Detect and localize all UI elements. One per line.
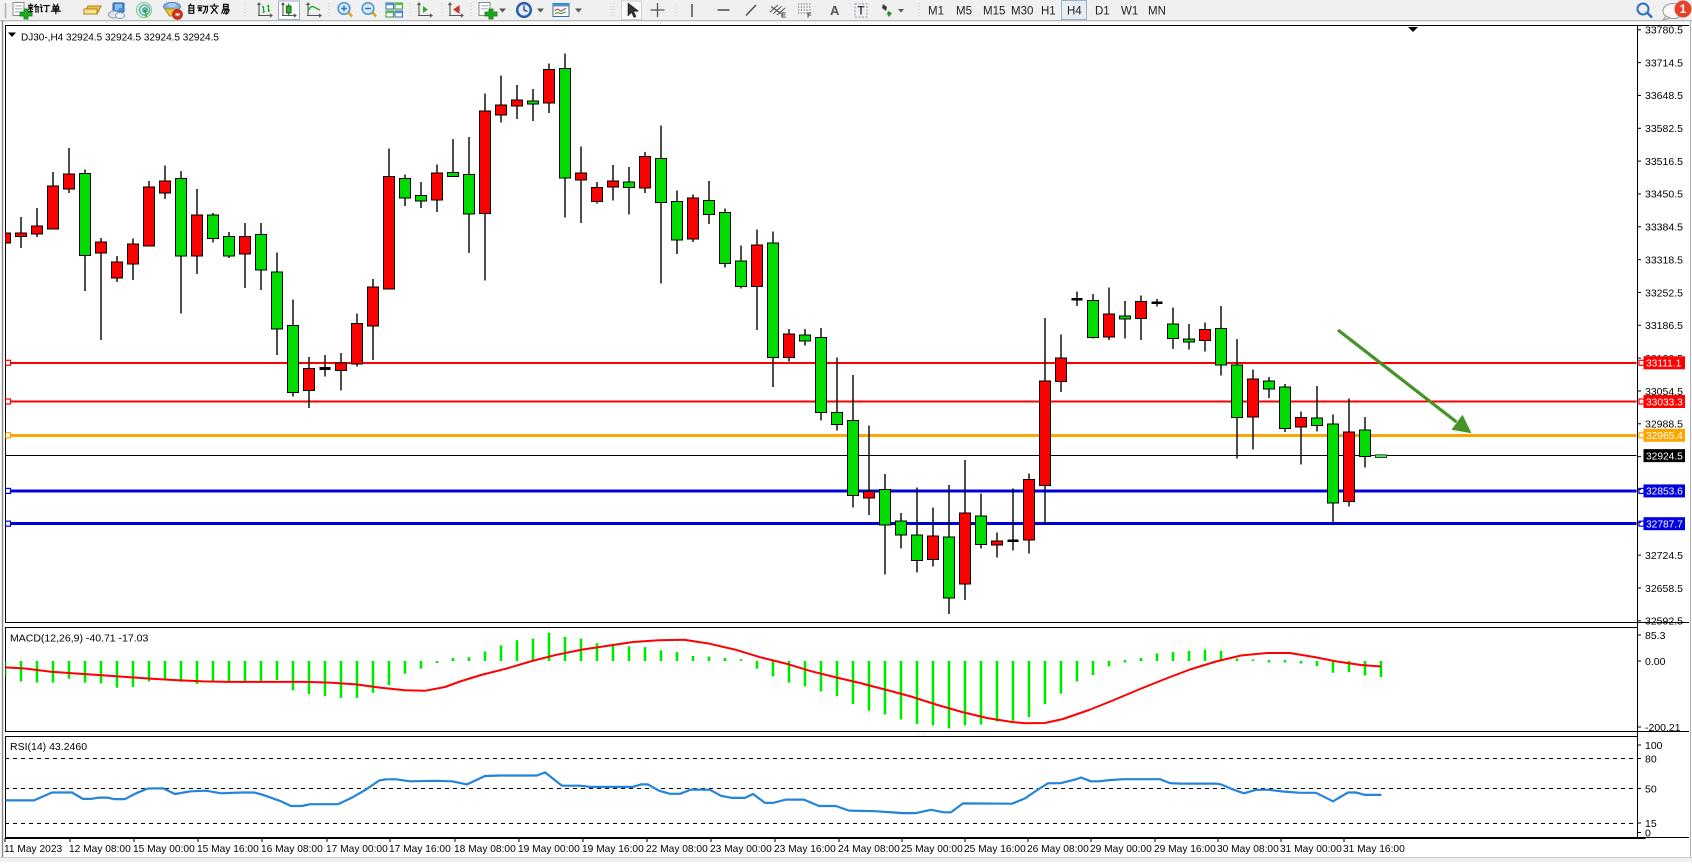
- svg-text:85.3: 85.3: [1645, 630, 1666, 642]
- svg-text:22 May 08:00: 22 May 08:00: [646, 844, 708, 855]
- svg-text:25 May 00:00: 25 May 00:00: [901, 844, 963, 855]
- svg-text:33318.5: 33318.5: [1645, 254, 1683, 266]
- svg-text:33252.5: 33252.5: [1645, 287, 1683, 299]
- svg-text:16 May 08:00: 16 May 08:00: [261, 844, 323, 855]
- svg-text:100: 100: [1645, 740, 1663, 752]
- svg-text:32988.5: 32988.5: [1645, 419, 1683, 431]
- svg-text:19 May 16:00: 19 May 16:00: [582, 844, 644, 855]
- svg-text:32658.5: 32658.5: [1645, 583, 1683, 595]
- svg-text:33054.5: 33054.5: [1645, 386, 1683, 398]
- svg-text:0: 0: [1645, 827, 1651, 839]
- svg-text:32924.5: 32924.5: [1646, 451, 1683, 462]
- svg-text:MN: MN: [1148, 6, 1166, 18]
- svg-text:32592.5: 32592.5: [1645, 616, 1683, 628]
- svg-text:H1: H1: [1041, 6, 1056, 18]
- svg-text:32853.6: 32853.6: [1646, 487, 1683, 498]
- svg-text:M30: M30: [1011, 6, 1033, 18]
- svg-text:29 May 16:00: 29 May 16:00: [1154, 844, 1216, 855]
- svg-text:A: A: [830, 3, 840, 18]
- svg-text:D1: D1: [1095, 6, 1110, 18]
- svg-text:H4: H4: [1067, 6, 1082, 18]
- svg-text:33780.5: 33780.5: [1645, 25, 1683, 37]
- svg-text:33186.5: 33186.5: [1645, 320, 1683, 332]
- svg-text:31 May 16:00: 31 May 16:00: [1343, 844, 1405, 855]
- svg-text:33516.5: 33516.5: [1645, 156, 1683, 168]
- svg-text:15: 15: [1645, 818, 1657, 830]
- svg-text:W1: W1: [1121, 6, 1138, 18]
- svg-text:19 May 00:00: 19 May 00:00: [518, 844, 580, 855]
- svg-text:80: 80: [1645, 753, 1657, 765]
- svg-text:33450.5: 33450.5: [1645, 189, 1683, 201]
- svg-text:11 May 2023: 11 May 2023: [4, 844, 62, 855]
- svg-text:32787.7: 32787.7: [1646, 519, 1683, 530]
- svg-text:MACD(12,26,9) -40.71 -17.03: MACD(12,26,9) -40.71 -17.03: [10, 633, 148, 645]
- svg-text:15 May 00:00: 15 May 00:00: [133, 844, 195, 855]
- svg-text:31 May 00:00: 31 May 00:00: [1280, 844, 1342, 855]
- svg-text:15 May 16:00: 15 May 16:00: [197, 844, 259, 855]
- svg-text:RSI(14) 43.2460: RSI(14) 43.2460: [10, 741, 87, 753]
- svg-text:1: 1: [1680, 2, 1687, 16]
- svg-text:33384.5: 33384.5: [1645, 222, 1683, 234]
- svg-text:M5: M5: [956, 6, 972, 18]
- svg-text:18 May 08:00: 18 May 08:00: [454, 844, 516, 855]
- svg-text:12 May 08:00: 12 May 08:00: [69, 844, 131, 855]
- svg-text:17 May 16:00: 17 May 16:00: [389, 844, 451, 855]
- svg-text:24 May 08:00: 24 May 08:00: [838, 844, 900, 855]
- svg-text:23 May 16:00: 23 May 16:00: [774, 844, 836, 855]
- svg-text:29 May 00:00: 29 May 00:00: [1090, 844, 1152, 855]
- svg-text:32965.4: 32965.4: [1646, 431, 1683, 442]
- svg-text:M15: M15: [983, 6, 1005, 18]
- svg-text:33714.5: 33714.5: [1645, 57, 1683, 69]
- svg-text:25 May 16:00: 25 May 16:00: [964, 844, 1026, 855]
- svg-text:E: E: [781, 11, 786, 20]
- svg-text:32724.5: 32724.5: [1645, 550, 1683, 562]
- svg-text:DJ30-,H4 32924.5 32924.5 3292: DJ30-,H4 32924.5 32924.5 32924.5 32924.5: [21, 33, 219, 44]
- svg-text:T: T: [858, 6, 865, 18]
- svg-text:M1: M1: [928, 6, 944, 18]
- svg-text:F: F: [807, 11, 812, 20]
- svg-text:33582.5: 33582.5: [1645, 123, 1683, 135]
- svg-text:17 May 00:00: 17 May 00:00: [326, 844, 388, 855]
- svg-text:0.00: 0.00: [1645, 656, 1666, 668]
- svg-text:30 May 08:00: 30 May 08:00: [1217, 844, 1279, 855]
- svg-text:33111.1: 33111.1: [1646, 359, 1682, 370]
- svg-text:23 May 00:00: 23 May 00:00: [710, 844, 772, 855]
- svg-text:33033.3: 33033.3: [1646, 397, 1683, 408]
- svg-text:50: 50: [1645, 783, 1657, 795]
- svg-text:-200.21: -200.21: [1645, 722, 1681, 734]
- svg-text:26 May 08:00: 26 May 08:00: [1027, 844, 1089, 855]
- svg-text:33648.5: 33648.5: [1645, 90, 1683, 102]
